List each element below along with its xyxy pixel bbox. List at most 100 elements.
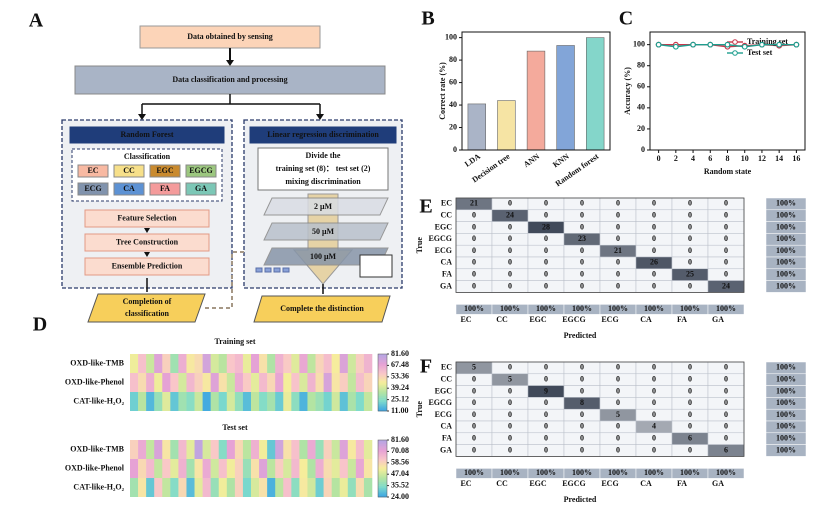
rate-label: 100% [776, 199, 796, 208]
cell-value: 0 [544, 211, 548, 220]
x-tick-label: 8 [726, 154, 730, 163]
point [724, 41, 731, 48]
cell-value: 21 [614, 246, 622, 255]
colorbar-cell [378, 399, 387, 402]
heat-cell [275, 392, 284, 411]
rate-label: 100% [608, 468, 628, 477]
heat-cell [339, 392, 349, 411]
col-label: FA [677, 479, 687, 488]
colorbar-cell [378, 485, 387, 488]
colorbar-cell [378, 378, 387, 381]
heat-cell [323, 354, 332, 373]
class-chip-text: EGCG [189, 166, 213, 175]
cell-value: 0 [472, 398, 476, 407]
heat-cell [178, 440, 187, 459]
rate-label: 100% [608, 304, 628, 313]
divide-box [257, 147, 389, 191]
colorbar-cell [378, 354, 387, 357]
cell-value: 0 [544, 445, 548, 454]
rate-label: 100% [536, 304, 556, 313]
colorbar-cell [378, 483, 387, 486]
heat-cell [307, 459, 316, 478]
cell-value: 9 [544, 386, 548, 395]
cell-value: 0 [508, 445, 512, 454]
cell-value: 0 [688, 386, 692, 395]
row-label: EGCG [428, 398, 452, 407]
cell-value: 5 [508, 375, 512, 384]
colorbar-cell [378, 455, 387, 458]
heat-cell [355, 478, 365, 497]
layer [263, 197, 389, 216]
panel-label: C [619, 8, 633, 30]
heat-cell [234, 440, 244, 459]
concentration-text: 50 μM [312, 227, 335, 236]
rate-label: 100% [776, 398, 796, 407]
x-tick-label: 0 [657, 154, 661, 163]
heat-cell [363, 392, 373, 411]
cell-value: 0 [472, 270, 476, 279]
heat-cell [138, 392, 147, 411]
x-tick-label: 10 [741, 154, 749, 163]
heat-cell [283, 440, 292, 459]
divide-text: training set (8)： test set (2) [276, 164, 371, 173]
row-label: EC [441, 363, 452, 372]
heat-cell [331, 459, 341, 478]
cell-value: 0 [508, 246, 512, 255]
rate-label: 100% [776, 222, 796, 231]
plot-frame [461, 31, 611, 151]
y-tick-label: 80 [449, 55, 457, 64]
matrix-frame [455, 197, 745, 293]
cell-value: 0 [508, 398, 512, 407]
row-label: CA [440, 258, 452, 267]
colorbar-cell [378, 440, 387, 443]
cell-value: 0 [688, 363, 692, 372]
cell-value: 0 [580, 281, 584, 290]
colorbar-cell [378, 457, 387, 460]
colorbar-cell [378, 357, 387, 360]
cell-value: 26 [650, 258, 658, 267]
cell-value: 0 [652, 434, 656, 443]
heat-cell [315, 440, 324, 459]
heat-cell [347, 440, 357, 459]
cell-value: 0 [472, 445, 476, 454]
colorbar-cell [378, 445, 387, 448]
heat-cell [259, 459, 268, 478]
row-label: FA [442, 270, 452, 279]
colorbar-cell [378, 369, 387, 372]
class-chip-text: FA [160, 184, 170, 193]
heat-cell [339, 478, 349, 497]
cell-value: 24 [722, 281, 730, 290]
heat-cell [347, 478, 357, 497]
colorbar-label: 47.04 [391, 469, 409, 478]
colorbar-label: 58.56 [391, 458, 409, 467]
row-label: GA [440, 445, 452, 454]
class-chip-text: GA [195, 184, 207, 193]
colorbar-label: 11.00 [391, 406, 409, 415]
class-chip-text: EC [87, 166, 98, 175]
heat-cell [234, 459, 244, 478]
heat-cell [186, 440, 195, 459]
heat-cell [146, 478, 155, 497]
cell-value: 0 [652, 398, 656, 407]
cell-value: 0 [544, 270, 548, 279]
colorbar-cell [378, 476, 387, 479]
bar [467, 103, 486, 151]
col-label: ECG [601, 315, 618, 324]
arrow-head [144, 228, 150, 233]
cell-value: 0 [652, 281, 656, 290]
cell-value: 0 [688, 398, 692, 407]
process-text: Data classification and processing [172, 75, 287, 84]
heat-cell [291, 440, 300, 459]
cell-value: 0 [616, 234, 620, 243]
colorbar-cell [378, 489, 387, 492]
heat-cell [323, 459, 332, 478]
y-axis-label: Accuracy (%) [623, 67, 632, 115]
cell-value: 0 [580, 270, 584, 279]
class-chip [113, 164, 145, 178]
colorbar-label: 70.08 [391, 446, 409, 455]
cell-value: 0 [544, 410, 548, 419]
process-box [74, 65, 386, 95]
cell-value: 24 [506, 211, 514, 220]
class-title: Classification [124, 152, 171, 161]
heat-cell [291, 478, 300, 497]
